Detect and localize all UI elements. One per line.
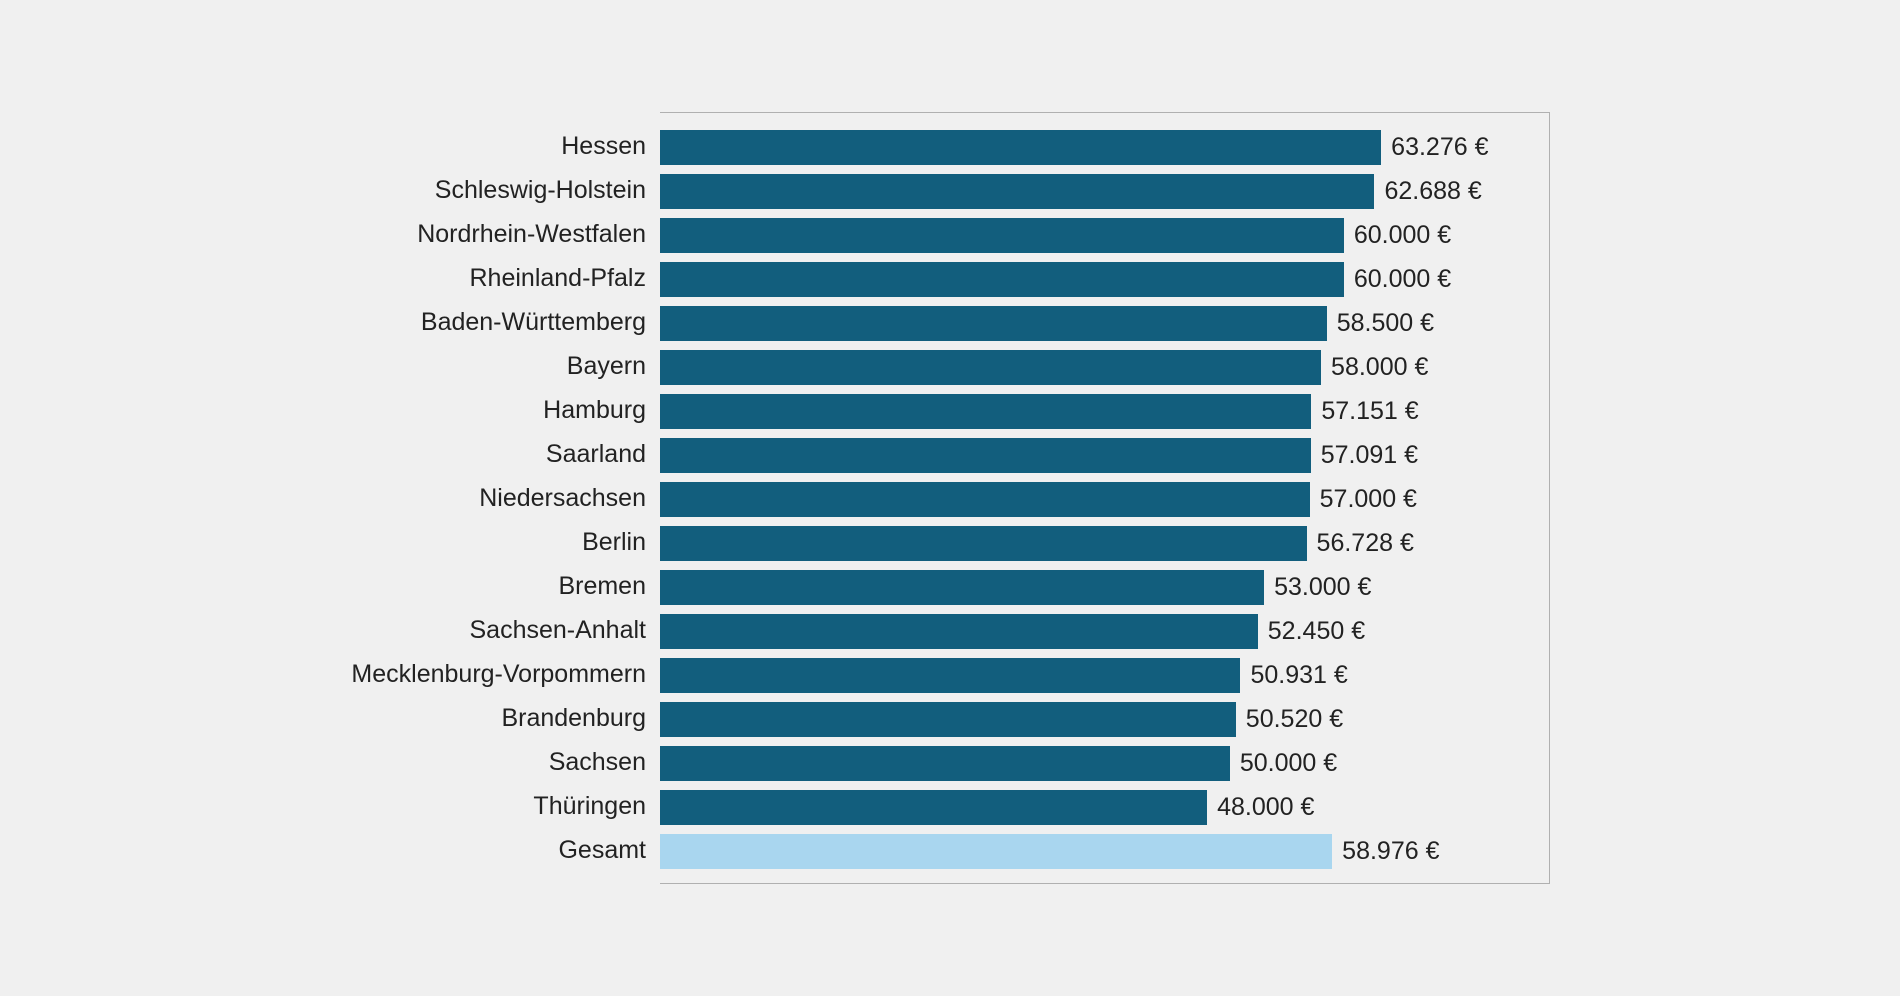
value-label: 48.000 € xyxy=(1217,793,1314,822)
bar-row: 58.976 € xyxy=(660,829,1549,873)
bar-row: 48.000 € xyxy=(660,785,1549,829)
value-label: 50.000 € xyxy=(1240,749,1337,778)
bar-row: 63.276 € xyxy=(660,125,1549,169)
category-label: Saarland xyxy=(350,432,660,476)
bar-row: 50.931 € xyxy=(660,653,1549,697)
bar xyxy=(660,130,1381,165)
bar xyxy=(660,570,1264,605)
category-label: Nordrhein-Westfalen xyxy=(350,212,660,256)
value-label: 53.000 € xyxy=(1274,573,1371,602)
value-label: 60.000 € xyxy=(1354,265,1451,294)
chart-root: HessenSchleswig-HolsteinNordrhein-Westfa… xyxy=(350,112,1550,884)
value-label: 50.931 € xyxy=(1250,661,1347,690)
bar-row: 62.688 € xyxy=(660,169,1549,213)
category-label: Sachsen xyxy=(350,740,660,784)
bar-row: 50.520 € xyxy=(660,697,1549,741)
bar xyxy=(660,174,1374,209)
bar-row: 56.728 € xyxy=(660,521,1549,565)
category-label: Hessen xyxy=(350,124,660,168)
plot-area: 63.276 € 62.688 € 60.000 € 60.000 € 58.500 €… xyxy=(660,112,1550,884)
category-axis: HessenSchleswig-HolsteinNordrhein-Westfa… xyxy=(350,112,660,884)
category-label: Thüringen xyxy=(350,784,660,828)
category-label: Schleswig-Holstein xyxy=(350,168,660,212)
bar xyxy=(660,526,1307,561)
value-label: 52.450 € xyxy=(1268,617,1365,646)
category-label: Niedersachsen xyxy=(350,476,660,520)
bar-row: 57.091 € xyxy=(660,433,1549,477)
bar xyxy=(660,702,1236,737)
bar xyxy=(660,482,1310,517)
category-label: Hamburg xyxy=(350,388,660,432)
value-label: 56.728 € xyxy=(1317,529,1414,558)
bar xyxy=(660,306,1327,341)
value-label: 58.976 € xyxy=(1342,837,1439,866)
bar xyxy=(660,834,1332,869)
bar-row: 52.450 € xyxy=(660,609,1549,653)
value-label: 50.520 € xyxy=(1246,705,1343,734)
bar xyxy=(660,746,1230,781)
value-label: 58.000 € xyxy=(1331,353,1428,382)
bar-row: 58.500 € xyxy=(660,301,1549,345)
value-label: 63.276 € xyxy=(1391,133,1488,162)
bar xyxy=(660,658,1240,693)
value-label: 57.091 € xyxy=(1321,441,1418,470)
value-label: 60.000 € xyxy=(1354,221,1451,250)
bar xyxy=(660,438,1311,473)
category-label: Rheinland-Pfalz xyxy=(350,256,660,300)
bar-row: 53.000 € xyxy=(660,565,1549,609)
bar xyxy=(660,614,1258,649)
category-label: Baden-Württemberg xyxy=(350,300,660,344)
category-label: Bayern xyxy=(350,344,660,388)
category-label: Mecklenburg-Vorpommern xyxy=(350,652,660,696)
value-label: 58.500 € xyxy=(1337,309,1434,338)
bar-row: 50.000 € xyxy=(660,741,1549,785)
bar xyxy=(660,350,1321,385)
bar-row: 58.000 € xyxy=(660,345,1549,389)
bar-row: 57.000 € xyxy=(660,477,1549,521)
bar xyxy=(660,790,1207,825)
value-label: 62.688 € xyxy=(1384,177,1481,206)
bar xyxy=(660,394,1311,429)
value-label: 57.000 € xyxy=(1320,485,1417,514)
category-label: Berlin xyxy=(350,520,660,564)
bar xyxy=(660,218,1344,253)
category-label: Sachsen-Anhalt xyxy=(350,608,660,652)
bar xyxy=(660,262,1344,297)
category-label: Brandenburg xyxy=(350,696,660,740)
category-label: Bremen xyxy=(350,564,660,608)
salary-bar-chart: HessenSchleswig-HolsteinNordrhein-Westfa… xyxy=(350,112,1550,884)
value-label: 57.151 € xyxy=(1321,397,1418,426)
bar-row: 60.000 € xyxy=(660,213,1549,257)
bar-row: 60.000 € xyxy=(660,257,1549,301)
bar-row: 57.151 € xyxy=(660,389,1549,433)
category-label: Gesamt xyxy=(350,828,660,872)
